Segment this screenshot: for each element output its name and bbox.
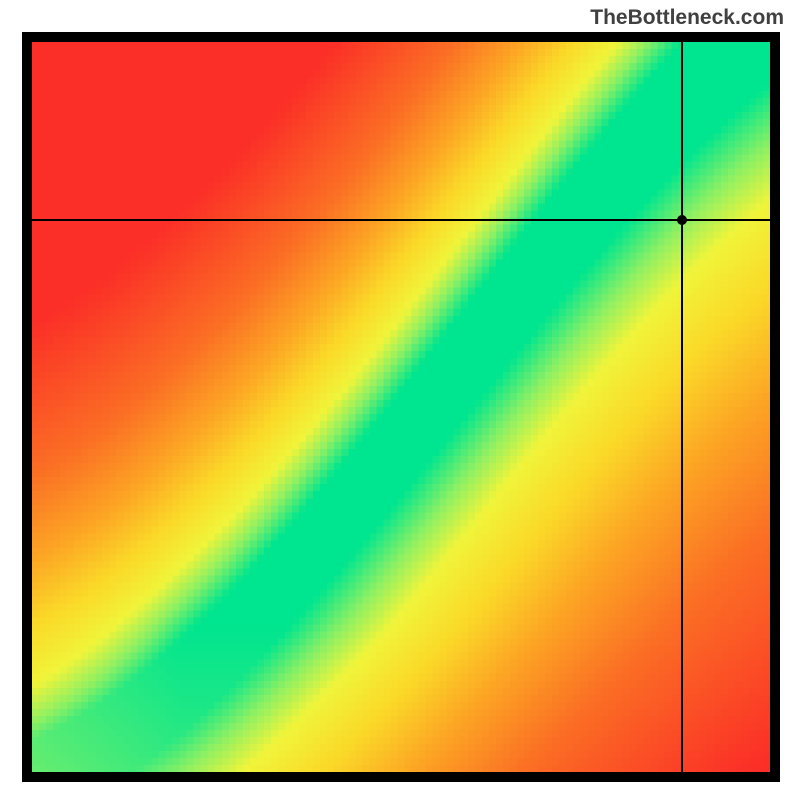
crosshair-point [677,215,687,225]
heatmap-canvas [32,42,770,772]
crosshair-vertical-line [681,42,683,772]
watermark-text: TheBottleneck.com [590,6,784,30]
chart-container: TheBottleneck.com [0,0,800,800]
plot-area [32,42,770,772]
crosshair-horizontal-line [32,219,770,221]
